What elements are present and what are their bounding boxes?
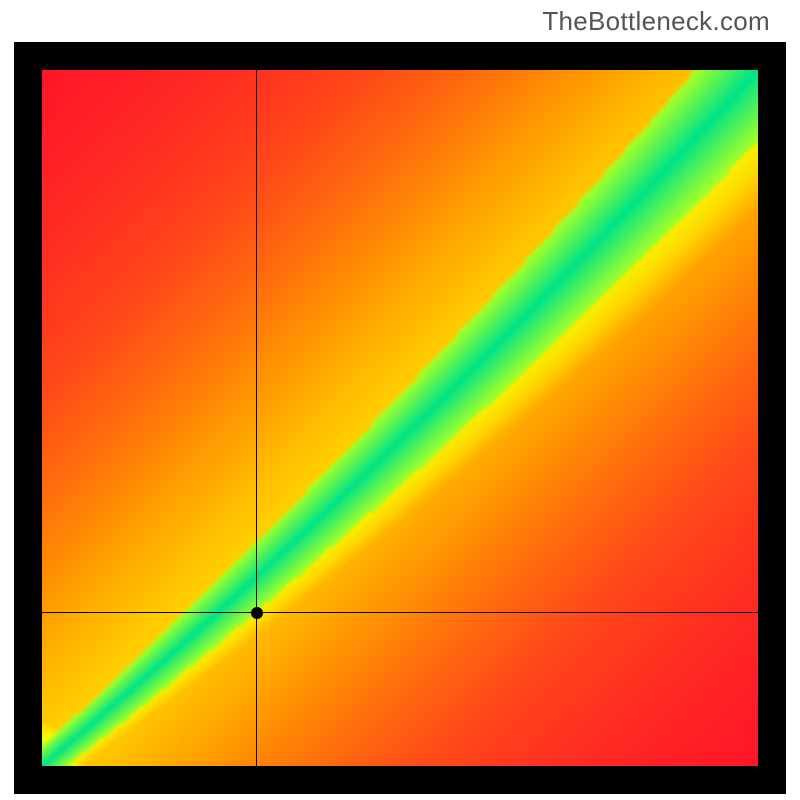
crosshair-vertical <box>256 70 257 766</box>
heatmap-canvas <box>42 70 758 766</box>
crosshair-horizontal <box>42 612 758 613</box>
heatmap-plot-area <box>42 70 758 766</box>
marker-point <box>251 607 263 619</box>
watermark-text: TheBottleneck.com <box>542 6 770 37</box>
